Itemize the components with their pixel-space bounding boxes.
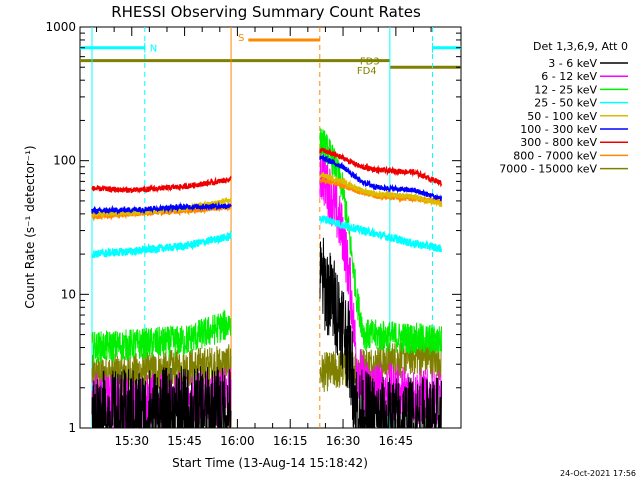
chart-title: RHESSI Observing Summary Count Rates bbox=[111, 3, 421, 21]
annotation-label-S: S bbox=[238, 33, 244, 44]
series-layer bbox=[91, 128, 443, 430]
series-line-5 bbox=[91, 153, 443, 216]
y-axis-label: Count Rate (s⁻¹ detector⁻¹) bbox=[23, 145, 37, 308]
legend-label: 3 - 6 keV bbox=[548, 57, 597, 70]
annotation-label-N: N bbox=[150, 44, 157, 55]
legend-label: 100 - 300 keV bbox=[520, 123, 597, 136]
legend-label: 7000 - 15000 keV bbox=[499, 163, 597, 176]
x-tick-label: 16:45 bbox=[379, 434, 414, 448]
x-tick-label: 16:00 bbox=[220, 434, 255, 448]
plot-area bbox=[79, 26, 462, 429]
series-line-3 bbox=[91, 215, 443, 259]
legend-title: Det 1,3,6,9, Att 0 bbox=[533, 40, 628, 53]
annotation-label-FD4: FD4 bbox=[357, 66, 377, 77]
x-tick-label: 16:15 bbox=[273, 434, 308, 448]
legend-label: 6 - 12 keV bbox=[541, 70, 597, 83]
legend-label: 800 - 7000 keV bbox=[513, 149, 597, 162]
y-tick-label: 1000 bbox=[45, 20, 76, 34]
y-tick-label: 1 bbox=[68, 421, 76, 435]
series-line-0 bbox=[91, 237, 442, 430]
x-tick-label: 16:30 bbox=[326, 434, 361, 448]
x-tick-label: 15:45 bbox=[167, 434, 202, 448]
series-line-2 bbox=[91, 128, 442, 364]
y-tick-label: 100 bbox=[53, 154, 76, 168]
plot-frame bbox=[79, 26, 462, 429]
legend-label: 25 - 50 keV bbox=[534, 97, 597, 110]
legend-label: 300 - 800 keV bbox=[520, 136, 597, 149]
timestamp: 24-Oct-2021 17:56 bbox=[560, 469, 636, 478]
series-line-4 bbox=[91, 171, 443, 219]
x-tick-label: 15:30 bbox=[114, 434, 149, 448]
legend-label: 50 - 100 keV bbox=[527, 110, 597, 123]
axis-layer: 1 10 100 1000 15:30 15:45 16:00 16:15 16:30 16:45 bbox=[45, 20, 461, 448]
y-tick-label: 10 bbox=[61, 287, 76, 301]
legend-label: 12 - 25 keV bbox=[534, 83, 597, 96]
series-line-6 bbox=[91, 147, 443, 194]
x-axis-label: Start Time (13-Aug-14 15:18:42) bbox=[172, 456, 368, 470]
annotation-label-FD3: FD3 bbox=[360, 57, 380, 68]
